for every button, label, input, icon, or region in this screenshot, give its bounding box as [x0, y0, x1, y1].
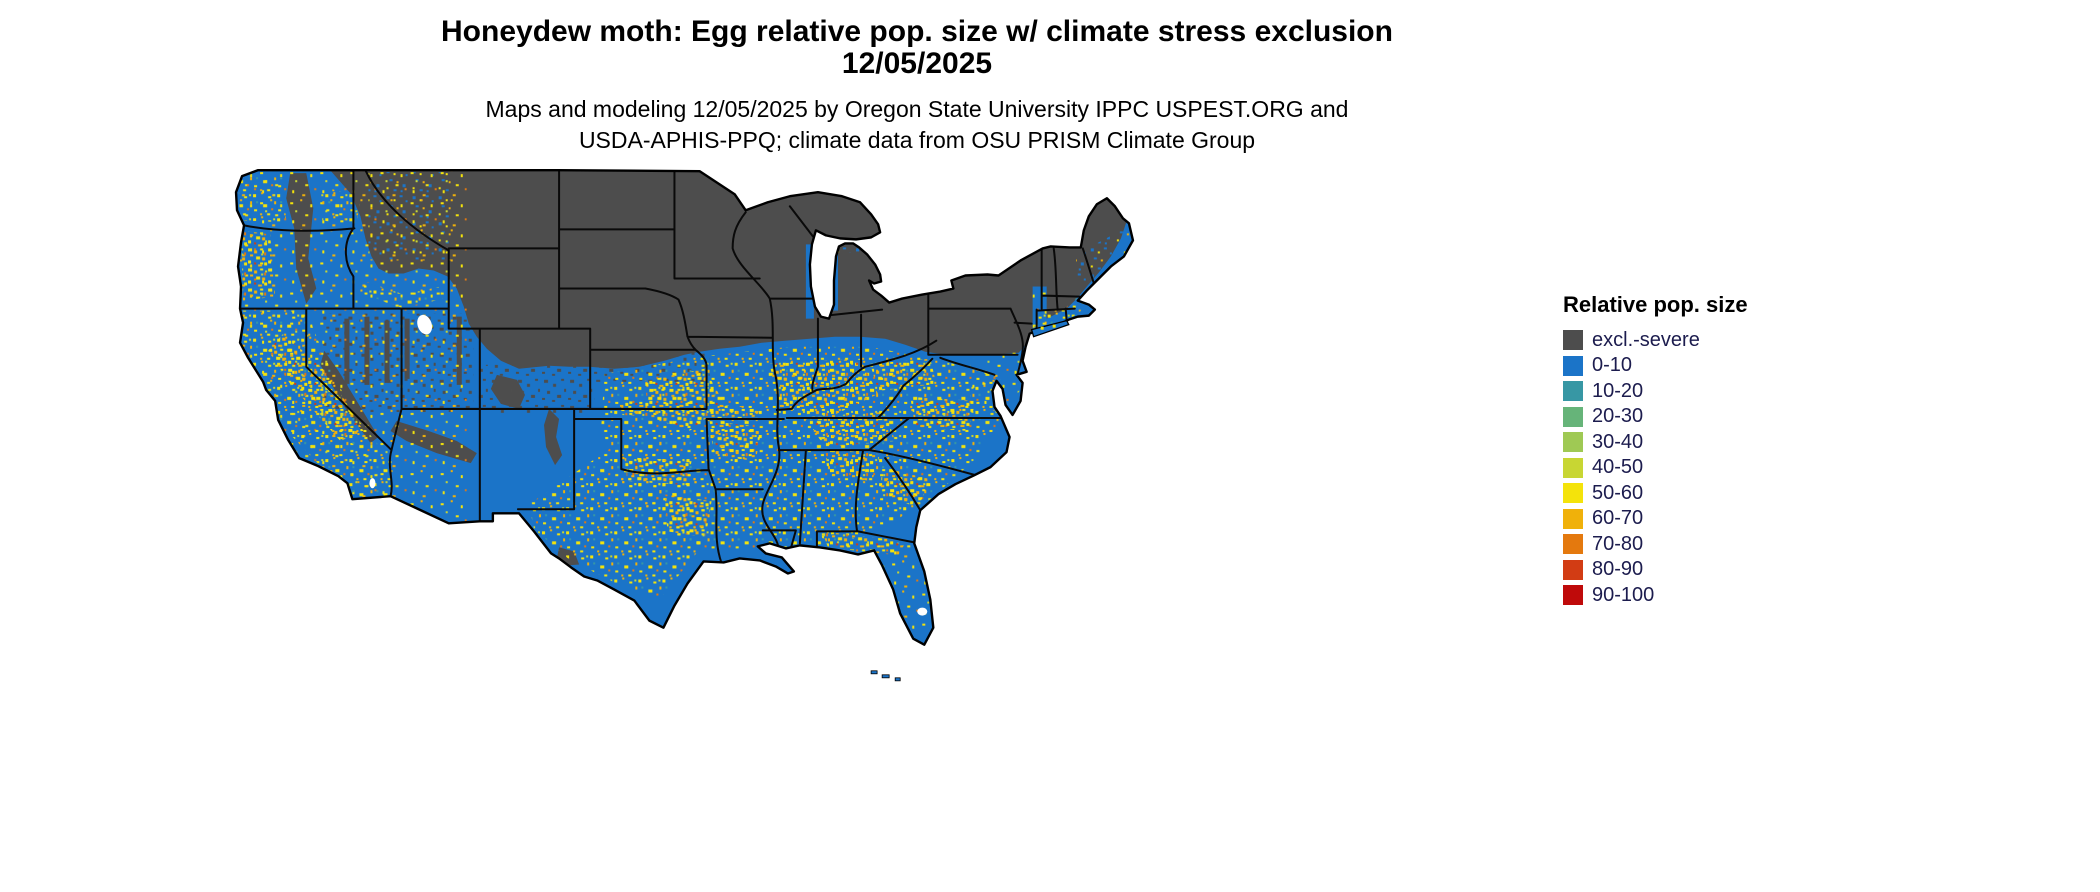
columbia-basin-speckle [320, 186, 361, 227]
florida-speckle [819, 534, 931, 640]
map-title-line1: Honeydew moth: Egg relative pop. size w/… [441, 15, 1393, 48]
legend-item: excl.-severe [1563, 328, 1748, 351]
legend-swatch [1563, 559, 1583, 580]
legend-swatch [1563, 508, 1583, 529]
legend: Relative pop. size excl.-severe 0-10 10-20… [1563, 292, 1748, 611]
legend-label: 60-70 [1592, 507, 1644, 529]
legend-item: 70-80 [1563, 532, 1748, 555]
legend-swatch [1563, 406, 1583, 427]
legend-item: 80-90 [1563, 558, 1748, 580]
legend-item: 60-70 [1563, 507, 1748, 529]
legend-swatch [1563, 355, 1583, 376]
legend-item: 10-20 [1563, 379, 1748, 402]
long-island [1030, 319, 1070, 338]
legend-swatch [1563, 534, 1583, 554]
legend-item: 90-100 [1563, 583, 1748, 606]
legend-label: 20-30 [1592, 405, 1644, 427]
legend-item: 40-50 [1563, 456, 1748, 478]
colorado-mottle [478, 364, 595, 413]
map-title-line2: 12/05/2025 [841, 47, 993, 80]
legend-items: excl.-severe 0-10 10-20 20-30 30-40 40-50 50-6… [1563, 328, 1748, 606]
hotspot-speckle [619, 358, 976, 556]
willamette-speckle [241, 230, 276, 301]
legend-swatch [1563, 330, 1583, 350]
legend-label: 10-20 [1592, 379, 1644, 402]
legend-label: 90-100 [1592, 583, 1655, 606]
legend-swatch [1563, 483, 1583, 503]
legend-item: 30-40 [1563, 430, 1748, 453]
legend-swatch [1563, 381, 1583, 401]
legend-label: 40-50 [1592, 456, 1644, 478]
legend-label: 80-90 [1592, 558, 1644, 580]
us-map [228, 168, 1146, 690]
legend-label: excl.-severe [1592, 328, 1700, 351]
great-salt-lake [417, 314, 433, 335]
us-outline [234, 168, 1135, 646]
legend-item: 20-30 [1563, 405, 1748, 427]
sierra-foothill-speckle [268, 333, 364, 442]
lake-okeechobee [917, 607, 928, 616]
legend-label: 30-40 [1592, 430, 1644, 453]
map-subtitle: Maps and modeling 12/05/2025 by Oregon S… [0, 94, 1834, 156]
legend-item: 0-10 [1563, 354, 1748, 376]
legend-swatch [1563, 457, 1583, 478]
puget-speckle [238, 174, 287, 223]
map-subtitle-line2: USDA-APHIS-PPQ; climate data from OSU PR… [578, 127, 1256, 153]
legend-swatch [1563, 432, 1583, 452]
state-borders [239, 170, 1098, 565]
map-header: Honeydew moth: Egg relative pop. size w/… [0, 16, 1834, 156]
florida-keys [870, 670, 901, 682]
legend-label: 50-60 [1592, 481, 1644, 504]
legend-label: 70-80 [1592, 532, 1644, 555]
snake-speckle [363, 280, 443, 309]
legend-title: Relative pop. size [1563, 292, 1748, 317]
maine-coast-fringe [1075, 226, 1133, 293]
map-raster-layers [236, 170, 1133, 645]
legend-swatch [1563, 585, 1583, 605]
legend-label: 0-10 [1592, 354, 1633, 376]
legend-item: 50-60 [1563, 481, 1748, 504]
map-subtitle-line1: Maps and modeling 12/05/2025 by Oregon S… [485, 96, 1349, 122]
salton-sea [369, 478, 376, 489]
